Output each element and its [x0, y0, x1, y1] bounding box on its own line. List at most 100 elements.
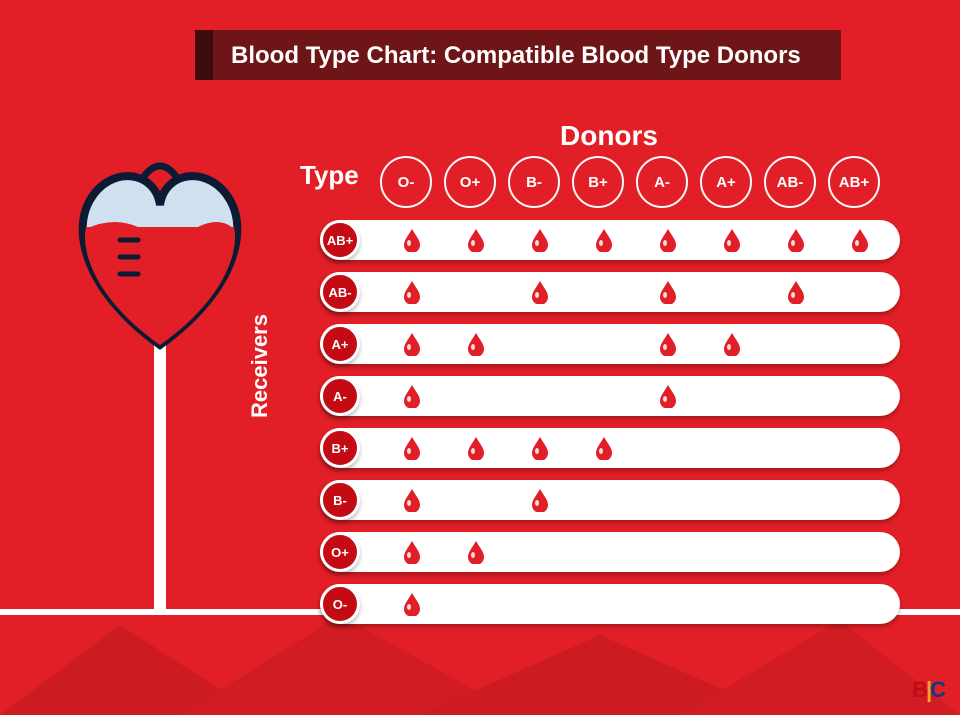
compat-cell [380, 428, 444, 468]
compat-cell [380, 480, 444, 520]
compat-cell [764, 428, 828, 468]
donor-header: O+ [444, 156, 496, 208]
compat-cell [572, 272, 636, 312]
compat-cell [828, 428, 892, 468]
compat-cell [764, 220, 828, 260]
donor-header: A+ [700, 156, 752, 208]
receiver-row: B+ [290, 428, 910, 468]
compat-cell [508, 220, 572, 260]
receiver-row: AB- [290, 272, 910, 312]
compat-cell [764, 584, 828, 624]
compat-cell [508, 428, 572, 468]
compat-cell [636, 220, 700, 260]
logo-part: C [930, 677, 944, 702]
title-bar: Blood Type Chart: Compatible Blood Type … [195, 30, 841, 80]
compat-cell [700, 220, 764, 260]
compat-cell [508, 376, 572, 416]
compat-cell [700, 272, 764, 312]
receiver-badge: O- [320, 584, 360, 624]
compat-cell [636, 428, 700, 468]
compat-cell [508, 272, 572, 312]
compat-cells [380, 532, 892, 572]
donor-header: AB- [764, 156, 816, 208]
compat-cell [828, 324, 892, 364]
donor-headers: O-O+B-B+A-A+AB-AB+ [380, 156, 892, 208]
compat-cell [444, 376, 508, 416]
compat-cell [764, 480, 828, 520]
compat-cells [380, 376, 892, 416]
compat-cell [572, 480, 636, 520]
compat-cell [572, 428, 636, 468]
donor-header: B+ [572, 156, 624, 208]
compat-cell [380, 532, 444, 572]
compat-cells [380, 324, 892, 364]
compat-cell [636, 272, 700, 312]
compat-cells [380, 480, 892, 520]
receiver-row: AB+ [290, 220, 910, 260]
compat-cell [636, 324, 700, 364]
compat-cell [444, 272, 508, 312]
compat-cell [828, 480, 892, 520]
receiver-row: A- [290, 376, 910, 416]
receiver-badge: A- [320, 376, 360, 416]
donor-header: O- [380, 156, 432, 208]
compat-cell [828, 376, 892, 416]
compat-cell [764, 376, 828, 416]
receiver-badge: AB- [320, 272, 360, 312]
donor-header: AB+ [828, 156, 880, 208]
donor-header: B- [508, 156, 560, 208]
receiver-badge: O+ [320, 532, 360, 572]
receivers-label: Receivers [247, 314, 273, 418]
compat-cell [636, 480, 700, 520]
compat-cell [508, 584, 572, 624]
compat-cell [444, 532, 508, 572]
receiver-rows: AB+ AB- A+ [290, 220, 910, 636]
compat-cell [764, 532, 828, 572]
compat-cell [380, 220, 444, 260]
compat-cells [380, 584, 892, 624]
donor-header: A- [636, 156, 688, 208]
compat-cell [700, 480, 764, 520]
receiver-row: O- [290, 584, 910, 624]
compat-cell [572, 532, 636, 572]
compat-cell [700, 584, 764, 624]
compat-cells [380, 272, 892, 312]
receiver-row: O+ [290, 532, 910, 572]
compat-cell [380, 272, 444, 312]
compat-cell [700, 376, 764, 416]
compat-cell [700, 532, 764, 572]
type-label: Type [300, 160, 359, 191]
compat-cell [828, 220, 892, 260]
compat-cell [572, 220, 636, 260]
compat-cells [380, 220, 892, 260]
receiver-badge: AB+ [320, 220, 360, 260]
compat-cell [572, 584, 636, 624]
compat-cell [828, 532, 892, 572]
compat-cells [380, 428, 892, 468]
compat-cell [828, 272, 892, 312]
compat-cell [444, 428, 508, 468]
blood-bag-icon [60, 145, 260, 605]
compat-cell [444, 220, 508, 260]
page-title: Blood Type Chart: Compatible Blood Type … [213, 30, 841, 80]
receiver-badge: B+ [320, 428, 360, 468]
compat-cell [380, 584, 444, 624]
compat-cell [636, 376, 700, 416]
compat-cell [508, 532, 572, 572]
compat-cell [444, 480, 508, 520]
compat-cell [380, 376, 444, 416]
compat-cell [508, 324, 572, 364]
compat-cell [444, 584, 508, 624]
compat-cell [700, 324, 764, 364]
receiver-row: A+ [290, 324, 910, 364]
title-accent [195, 30, 213, 80]
receiver-badge: B- [320, 480, 360, 520]
receiver-row: B- [290, 480, 910, 520]
compat-cell [508, 480, 572, 520]
donors-label: Donors [560, 120, 658, 152]
compat-cell [764, 324, 828, 364]
compat-cell [636, 532, 700, 572]
compat-cell [636, 584, 700, 624]
receiver-badge: A+ [320, 324, 360, 364]
compat-cell [700, 428, 764, 468]
